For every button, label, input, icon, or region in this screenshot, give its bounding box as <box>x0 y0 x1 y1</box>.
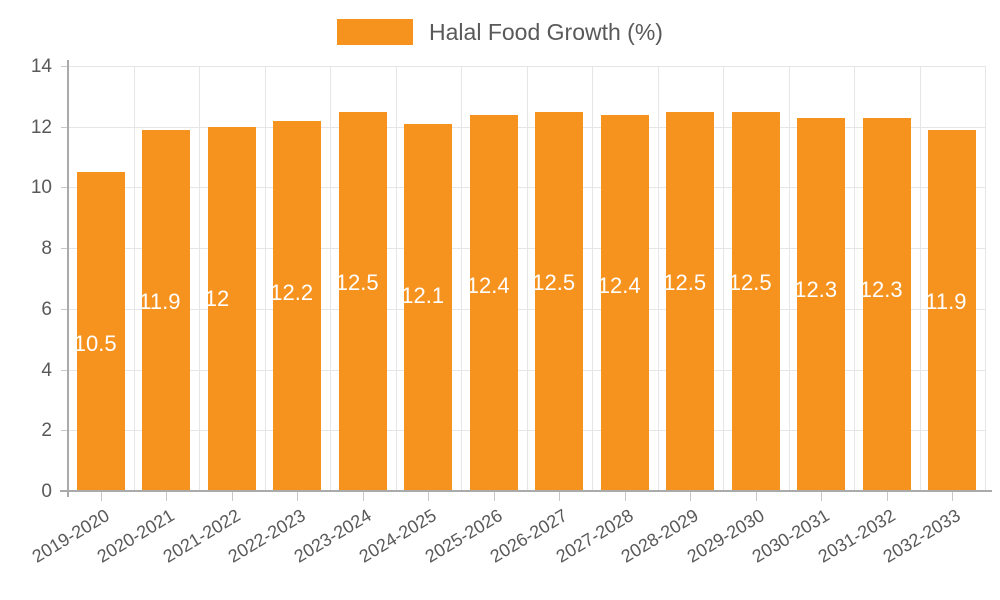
y-tick-label: 6 <box>41 298 52 320</box>
bar-value-label: 12.5 <box>728 270 772 296</box>
bar[interactable] <box>76 172 125 491</box>
x-gridline <box>265 66 266 491</box>
y-tick-label: 4 <box>41 359 52 381</box>
bar-value-label: 12.5 <box>663 270 707 296</box>
x-gridline <box>461 66 462 491</box>
x-gridline <box>330 66 331 491</box>
x-tick-mark <box>232 492 233 501</box>
plot-area: 10.5 11.9 12 12.2 12.5 12.1 12.4 12.5 12.4 12.5 12… <box>68 66 986 492</box>
x-tick-mark <box>297 492 298 501</box>
bar[interactable] <box>469 114 518 491</box>
bar[interactable] <box>862 117 911 491</box>
y-tick-label: 10 <box>30 177 52 199</box>
y-tick-mark <box>61 126 68 128</box>
bar[interactable] <box>600 114 649 491</box>
bar-value-label: 12.5 <box>335 270 379 296</box>
x-gridline <box>199 66 200 491</box>
x-tick-mark <box>166 492 167 501</box>
x-gridline <box>527 66 528 491</box>
bar[interactable] <box>207 126 256 491</box>
bar-value-label: 11.9 <box>139 288 181 314</box>
bar-value-label: 12.3 <box>794 276 838 302</box>
y-gridline <box>68 308 985 310</box>
y-tick-label: 14 <box>30 56 52 77</box>
bar-value-label: 12.4 <box>466 273 510 299</box>
bar-value-label: 12.5 <box>532 270 576 296</box>
x-gridline <box>789 66 790 491</box>
x-tick-mark <box>625 492 626 501</box>
bar[interactable] <box>731 111 780 491</box>
bar[interactable] <box>338 111 387 491</box>
y-gridline <box>68 430 985 432</box>
y-gridline <box>68 126 985 128</box>
y-gridline <box>68 248 985 250</box>
y-tick-mark <box>61 66 68 67</box>
x-tick-mark <box>690 492 691 501</box>
bar-value-label: 10.5 <box>73 331 117 357</box>
x-tick-mark <box>101 492 102 501</box>
y-tick-mark <box>61 430 68 432</box>
x-tick-mark <box>494 492 495 501</box>
x-tick-mark <box>363 492 364 501</box>
x-gridline <box>134 66 135 491</box>
y-gridline <box>68 369 985 371</box>
x-tick-mark <box>952 492 953 501</box>
y-tick-label: 8 <box>41 238 52 260</box>
y-tick-mark <box>61 248 68 250</box>
x-gridline <box>658 66 659 491</box>
bar-value-label: 12.1 <box>401 282 445 308</box>
y-gridline <box>68 66 985 67</box>
bar-value-label: 11.9 <box>925 288 967 314</box>
y-tick-label: 12 <box>30 116 52 138</box>
legend-swatch-halal-food-growth[interactable] <box>337 19 414 45</box>
bar[interactable] <box>928 129 977 491</box>
x-axis-spine <box>60 490 992 492</box>
x-tick-mark <box>559 492 560 501</box>
x-tick-mark <box>821 492 822 501</box>
bar[interactable] <box>142 129 191 491</box>
x-tick-mark <box>428 492 429 501</box>
legend-label-halal-food-growth[interactable]: Halal Food Growth (%) <box>429 19 663 45</box>
x-gridline <box>985 66 986 491</box>
y-gridline <box>68 187 985 189</box>
x-gridline <box>396 66 397 491</box>
y-tick-mark <box>61 369 68 371</box>
x-tick-mark <box>756 492 757 501</box>
y-tick-label: 0 <box>41 481 52 502</box>
bar[interactable] <box>666 111 715 491</box>
y-tick-mark <box>61 308 68 310</box>
chart-legend: Halal Food Growth (%) <box>0 12 1000 52</box>
x-tick-mark <box>887 492 888 501</box>
bar[interactable] <box>404 123 453 491</box>
bar-value-label: 12.3 <box>859 276 903 302</box>
y-axis-spine <box>67 60 69 497</box>
x-gridline <box>854 66 855 491</box>
x-gridline <box>920 66 921 491</box>
x-gridline <box>723 66 724 491</box>
bar-value-label: 12.4 <box>597 273 641 299</box>
y-tick-label: 2 <box>41 420 52 442</box>
y-tick-mark <box>61 187 68 189</box>
bar[interactable] <box>535 111 584 491</box>
bar[interactable] <box>273 120 322 491</box>
bar-value-label: 12 <box>204 285 230 311</box>
bar[interactable] <box>797 117 846 491</box>
bar-value-label: 12.2 <box>270 279 314 305</box>
x-gridline <box>592 66 593 491</box>
